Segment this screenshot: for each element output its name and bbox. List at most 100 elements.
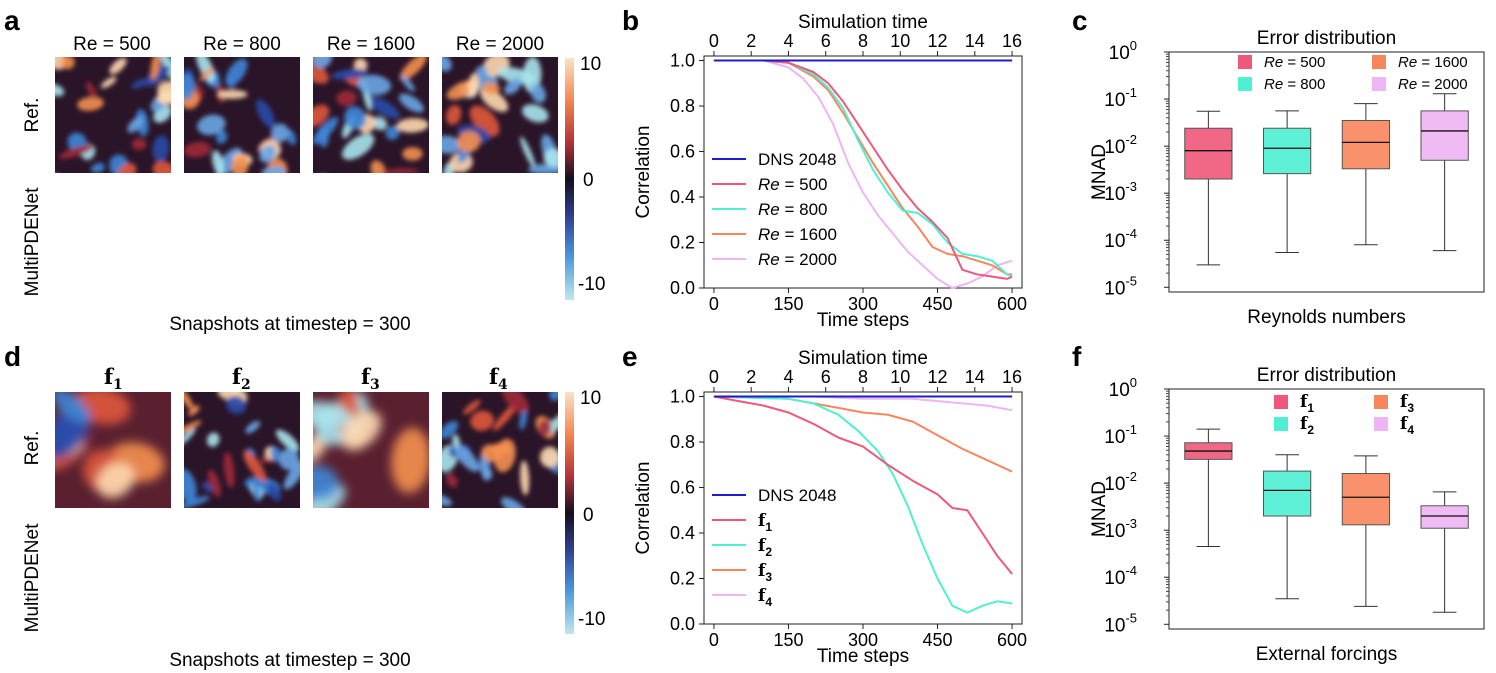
box-body [1263,470,1312,517]
legend-entry: DNS 2048 [758,150,836,169]
panel-label-d: d [4,341,21,372]
forcing-col-label: f2 [232,364,251,393]
legend-entry: Re = 2000 [758,250,837,269]
legend-swatch [1274,417,1288,431]
vorticity-snapshot [55,57,171,173]
x-tick-label: 600 [997,294,1027,314]
y-tick-label: 0.2 [670,233,695,253]
vorticity-snapshot [184,392,300,508]
y-tick-label: 10-1 [1104,422,1137,448]
series-line [713,395,1013,614]
vorticity-snapshot [293,171,430,309]
series-line [713,59,1013,280]
top-x-tick-label: 8 [858,367,868,387]
y-tick-label: 10-2 [1104,132,1137,158]
series-line [713,395,1013,473]
vorticity-snapshot [429,176,566,308]
snapshot-row-label: MultiPDENet [22,187,43,296]
legend-entry: Re = 1600 [1398,54,1468,71]
snapshot-col-label: Re = 800 [203,34,281,55]
panel-label-f: f [1072,341,1082,372]
legend-entry: f1 [1300,392,1314,415]
y-tick-label: 10-4 [1104,226,1137,252]
y-tick-label: 0.4 [670,523,695,543]
box-body [1341,473,1390,526]
box-body [1263,127,1312,175]
top-x-tick-label: 2 [746,367,756,387]
y-tick-label: 10-4 [1104,563,1137,589]
legend-swatch [1374,395,1388,409]
top-x-tick-label: 12 [928,367,948,387]
top-x-tick-label: 0 [709,31,719,51]
correlation-chart-re: 0.0 0.2 0.4 0.6 0.8 1.0 0 150 300 450 600 0 2 4 6 8 10 12… [633,12,1027,331]
box-body [1420,505,1469,529]
panel-label-a: a [4,5,20,36]
box-body [1184,127,1233,180]
top-x-tick-label: 10 [890,31,910,51]
x-tick-label: 600 [997,630,1027,650]
legend-swatch [1374,417,1388,431]
plot-frame [1168,388,1485,630]
box-body [1341,120,1390,170]
plot-frame [703,391,1023,625]
snapshot-row-label: MultiPDENet [22,523,43,632]
top-x-tick-label: 10 [890,367,910,387]
snapshots-bottom: f1 f2 f3 f4 Ref. MultiPDENet 10 0 -10 Sn… [22,364,605,671]
top-x-tick-label: 2 [746,31,756,51]
y-tick-label: 10-5 [1104,610,1137,636]
vorticity-snapshot [285,513,433,657]
box-body [1420,110,1469,161]
x-tick-label: 0 [709,294,719,314]
snapshots-top: Re = 500 Re = 800 Re = 1600 Re = 2000 Re… [22,34,605,335]
x-tick-label: 150 [773,294,803,314]
x-tick-label: 450 [923,630,953,650]
colorbar-tick: 10 [580,388,601,409]
x-tick-label: 300 [848,294,878,314]
forcing-col-label: f1 [104,364,123,393]
legend-entry: f4 [1400,414,1414,437]
colorbar [565,58,574,300]
x-axis-label: Time steps [817,646,909,667]
plot-frame [703,55,1023,289]
top-x-tick-label: 8 [858,31,868,51]
top-x-tick-label: 12 [928,31,948,51]
legend-entry: Re = 800 [758,200,827,219]
y-tick-label: 0.6 [670,478,695,498]
vorticity-snapshot [313,392,429,508]
legend-entry: DNS 2048 [758,486,836,505]
legend-entry: Re = 800 [1264,76,1325,93]
top-x-tick-label: 6 [821,367,831,387]
colorbar-tick: 0 [583,505,594,526]
y-tick-label: 100 [1109,375,1137,401]
x-axis-label: Time steps [817,310,909,331]
colorbar-tick: 0 [583,170,594,191]
colorbar-tick: -10 [578,609,605,630]
legend-swatch [1274,395,1288,409]
legend-entry: Re = 500 [758,175,827,194]
y-axis-label: MNAD [1089,144,1110,200]
x-tick-label: 150 [773,630,803,650]
legend-swatch [1238,77,1252,91]
plot-frame [1168,51,1485,293]
top-x-tick-label: 6 [821,31,831,51]
legend-entry: Re = 1600 [758,225,837,244]
y-tick-label: 0.0 [670,278,695,298]
colorbar [565,392,574,634]
forcing-col-label: f4 [489,364,508,393]
vorticity-snapshot [184,57,300,173]
snapshot-col-label: Re = 2000 [456,34,544,55]
series-line [713,59,1013,278]
series-line [713,395,1013,575]
vorticity-snapshot [313,57,429,173]
vorticity-snapshot [172,175,300,312]
snapshot-col-label: Re = 1600 [327,34,415,55]
top-x-tick-label: 16 [1002,31,1022,51]
vorticity-snapshot [42,170,183,312]
legend-entry: Re = 2000 [1398,76,1468,93]
y-tick-label: 0.8 [670,96,695,116]
y-tick-label: 10-5 [1104,273,1137,299]
top-x-tick-label: 0 [709,367,719,387]
snapshot-row-label: Ref. [22,431,43,466]
